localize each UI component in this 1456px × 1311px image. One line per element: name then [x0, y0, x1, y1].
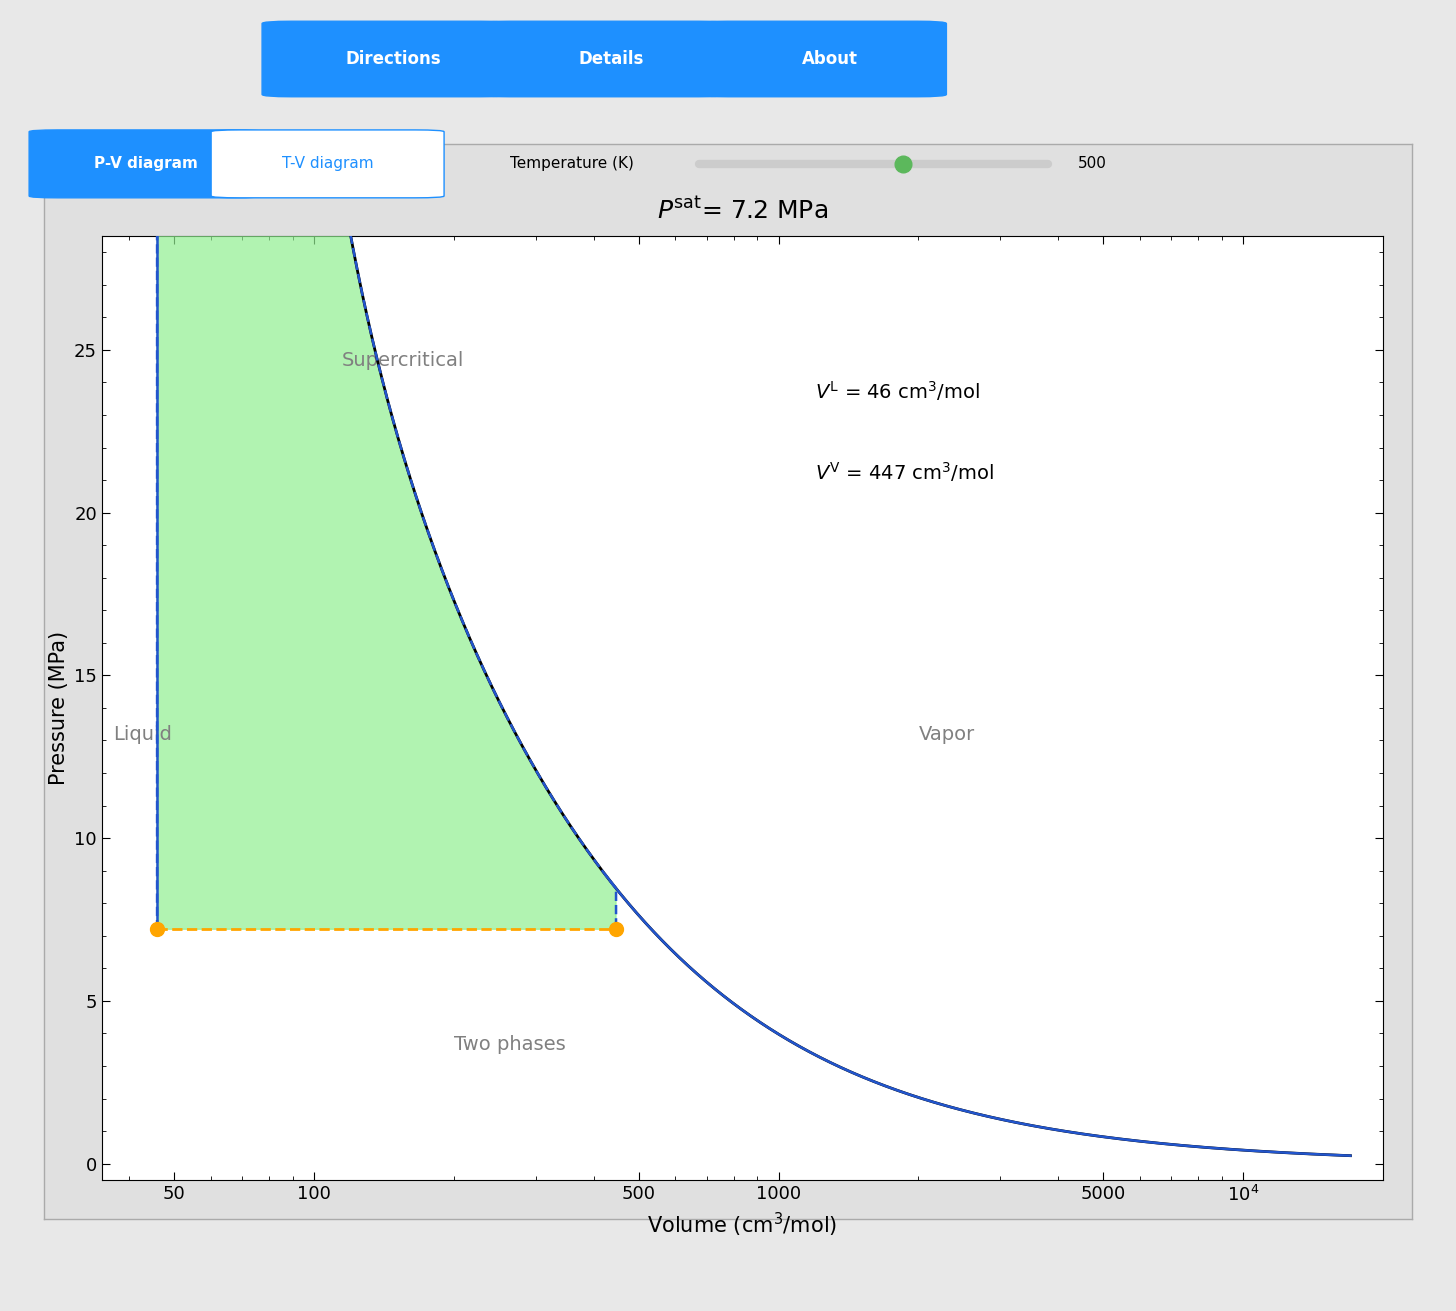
Title: $P^{\mathrm{sat}}$= 7.2 MPa: $P^{\mathrm{sat}}$= 7.2 MPa [657, 198, 828, 224]
Text: Vapor: Vapor [919, 725, 974, 745]
Y-axis label: Pressure (MPa): Pressure (MPa) [48, 631, 68, 785]
Text: Temperature (K): Temperature (K) [510, 156, 633, 172]
FancyBboxPatch shape [29, 130, 262, 198]
Polygon shape [157, 0, 616, 929]
X-axis label: Volume (cm$^3$/mol): Volume (cm$^3$/mol) [648, 1210, 837, 1239]
FancyBboxPatch shape [262, 21, 510, 97]
Text: About: About [802, 50, 858, 68]
Text: Liquid: Liquid [114, 725, 172, 745]
Text: Supercritical: Supercritical [342, 351, 464, 370]
Text: P-V diagram: P-V diagram [93, 156, 198, 172]
Text: $V^{\mathrm{L}}$ = 46 cm$^3$/mol: $V^{\mathrm{L}}$ = 46 cm$^3$/mol [815, 379, 980, 402]
Text: Details: Details [579, 50, 644, 68]
Text: 500: 500 [1077, 156, 1107, 172]
Text: Two phases: Two phases [454, 1034, 565, 1054]
Text: $V^{\mathrm{V}}$ = 447 cm$^3$/mol: $V^{\mathrm{V}}$ = 447 cm$^3$/mol [815, 460, 994, 484]
Text: Directions: Directions [345, 50, 441, 68]
Text: T-V diagram: T-V diagram [282, 156, 373, 172]
FancyBboxPatch shape [480, 21, 728, 97]
FancyBboxPatch shape [211, 130, 444, 198]
FancyBboxPatch shape [699, 21, 946, 97]
